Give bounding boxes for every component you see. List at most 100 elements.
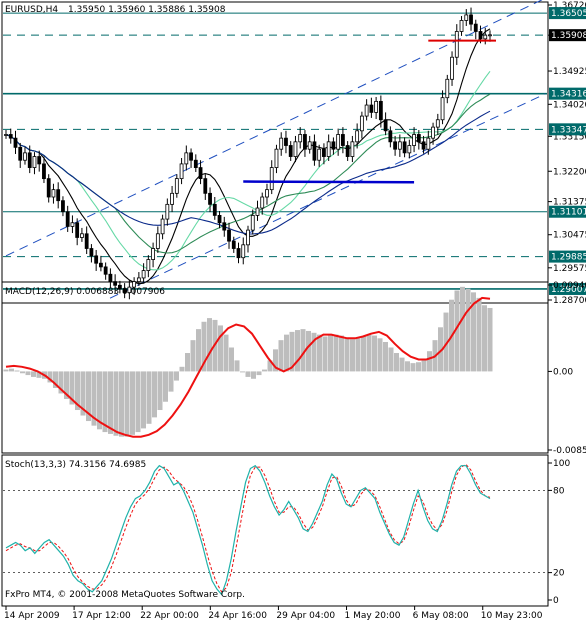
macd-histogram-bar [262, 369, 267, 372]
macd-histogram-bar [179, 366, 185, 372]
candle-body [488, 34, 492, 37]
candle-body [435, 119, 440, 128]
candle-body [51, 189, 56, 198]
candle-body [227, 229, 231, 242]
macd-signal-line [5, 296, 491, 438]
macd-histogram-bar [399, 357, 405, 372]
candle-body [288, 145, 293, 157]
price-level-box [549, 250, 586, 263]
candle-body [13, 137, 18, 148]
stoch-signal-line [5, 463, 491, 593]
candle-body [84, 233, 89, 249]
candle-body [99, 262, 103, 268]
macd-histogram-bar [108, 371, 113, 434]
price-level-box-label: 1.29885 [551, 253, 586, 263]
copyright-label: FxPro MT4, © 2001-2008 MetaQuotes Softwa… [5, 590, 245, 600]
time-axis-label: 24 Apr 16:00 [208, 611, 267, 621]
candle-body [293, 141, 298, 157]
macd-histogram-bar [289, 331, 295, 372]
macd-histogram-bar [168, 371, 174, 392]
macd-histogram-bar [64, 371, 69, 399]
candle-body [364, 104, 369, 117]
macd-histogram-bar [443, 312, 449, 372]
macd-histogram-bar [218, 325, 223, 372]
macd-histogram-bar [328, 335, 333, 372]
macd-histogram-bar [207, 318, 212, 372]
macd-histogram-bar [20, 371, 25, 374]
candle-body [440, 97, 445, 121]
price-axis-label: 1.29575 [553, 264, 586, 274]
macd-histogram-bar [454, 290, 460, 372]
price-level-box-label: 1.34316 [551, 90, 586, 100]
macd-histogram-bar [58, 371, 64, 394]
macd-histogram-bar [410, 363, 416, 372]
channel-lower-line [109, 93, 546, 299]
candle-body [61, 200, 65, 213]
price-level-box-label: 1.31101 [551, 208, 586, 218]
candle-body [8, 134, 13, 139]
price-axis: 1.367201.359001.349251.340201.331501.322… [548, 1, 586, 606]
candle-body [407, 145, 412, 154]
candle-body [179, 163, 184, 180]
candle-body [160, 218, 165, 235]
candle-body [298, 134, 303, 143]
macd-axis-label: 0.00 [553, 367, 573, 377]
candle-body [483, 34, 488, 40]
stoch-axis-label: 100 [553, 459, 570, 469]
macd-histogram-bar [97, 371, 102, 430]
price-level-box [549, 7, 586, 20]
macd-histogram-bar [102, 371, 108, 433]
macd-histogram-bar [196, 329, 201, 372]
candle-body [80, 233, 84, 238]
macd-histogram-bar [427, 351, 432, 372]
candle-body [265, 189, 269, 198]
candle-body [184, 152, 189, 165]
macd-histogram-bar [69, 371, 75, 405]
candle-body [250, 214, 255, 231]
price-level-box-label: 1.35908 [551, 31, 586, 41]
candle-body [75, 222, 80, 238]
price-axis-label: 1.36720 [553, 1, 586, 11]
macd-histogram-bar [47, 371, 53, 383]
price-level-box-label: 1.36505 [551, 9, 586, 19]
candle-body [412, 134, 416, 146]
stoch-axis-label: 20 [553, 569, 565, 579]
candle-body [46, 178, 51, 198]
candle-body [117, 284, 122, 290]
candle-body [478, 31, 483, 40]
time-axis-label: 10 May 23:00 [481, 611, 543, 621]
price-axis-label: 1.34925 [553, 67, 586, 77]
candle-body [174, 178, 179, 194]
macd-histogram-bar [278, 340, 284, 372]
candle-body [132, 281, 137, 288]
macd-histogram-bar [256, 371, 262, 376]
price-level-box-label: 1.33347 [551, 125, 586, 135]
candle-body [326, 141, 331, 157]
candle-body [189, 152, 193, 161]
price-axis-label: 1.34020 [553, 100, 586, 110]
candle-body [307, 141, 312, 150]
macd-histogram-bar [223, 334, 229, 372]
price-panel [3, 0, 547, 300]
time-axis: 14 Apr 2009 17 Apr 12:00 22 Apr 00:00 24 Ap… [4, 606, 543, 621]
macd-histogram-bar [14, 370, 20, 372]
candle-body [231, 240, 236, 249]
price-level-box [549, 282, 586, 295]
candle-body [402, 141, 407, 154]
candle-body [355, 130, 360, 143]
support-line [243, 180, 415, 184]
stoch-panel [3, 463, 547, 596]
candle-body [222, 222, 227, 231]
macd-histogram-bar [234, 360, 240, 372]
candle-body [303, 134, 307, 150]
time-axis-label: 6 May 08:00 [413, 611, 469, 621]
macd-histogram-bar [471, 292, 476, 372]
candle-body [369, 104, 374, 113]
macd-histogram-bar [3, 369, 9, 372]
macd-histogram-bar [377, 338, 383, 372]
candle-body [260, 196, 265, 209]
macd-histogram-bar [311, 332, 317, 372]
candle-body [345, 145, 350, 157]
macd-histogram-bar [344, 337, 350, 372]
